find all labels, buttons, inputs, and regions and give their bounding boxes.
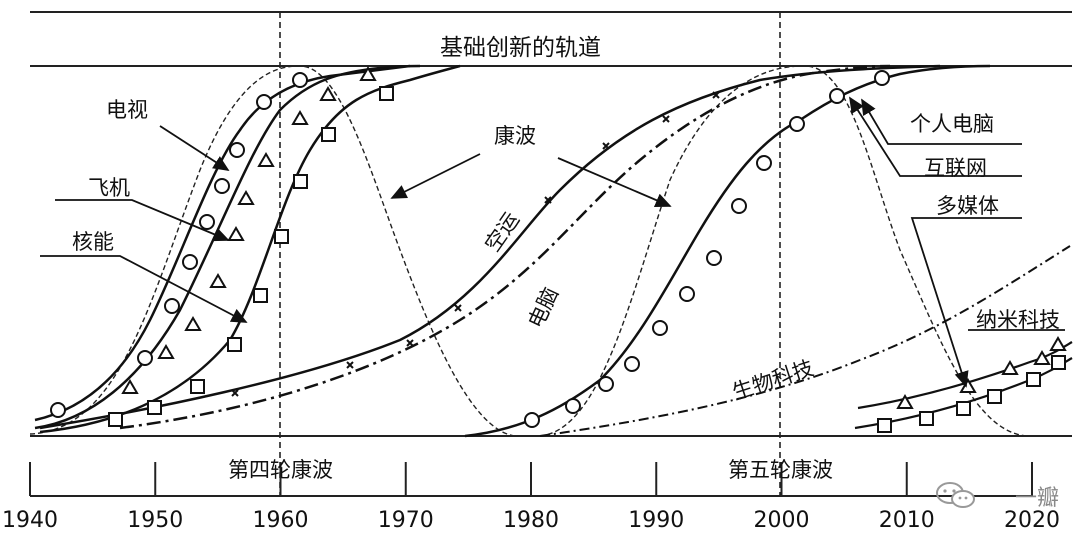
air-transport-curve (39, 64, 941, 430)
tv-label: 电视 (106, 98, 148, 122)
airplane-curve (34, 64, 421, 430)
nuclear-curve (39, 64, 461, 434)
year-label-2010: 2010 (878, 508, 935, 533)
multimedia-label: 多媒体 (936, 194, 999, 218)
fourth-wave-label: 第四轮康波 (228, 458, 333, 482)
year-label-1990: 1990 (628, 508, 685, 533)
tv-callout (159, 125, 230, 171)
biotech-curve (539, 245, 1071, 437)
callout-arrows (40, 96, 1065, 388)
fifth-wave-label: 第五轮康波 (728, 458, 833, 482)
kondratiev-wave-4 (29, 65, 516, 437)
year-label-1950: 1950 (127, 508, 184, 533)
nanotech-square-markers (877, 355, 1066, 433)
year-label-2000: 2000 (753, 508, 810, 533)
internet-callout (849, 96, 1022, 177)
year-label-1980: 1980 (503, 508, 559, 533)
nuclear-markers (108, 86, 394, 427)
airplane-callout (55, 199, 230, 242)
year-label-1970: 1970 (377, 508, 434, 533)
watermark: 一瓣 (935, 478, 1075, 512)
multimedia-callout (910, 217, 1022, 388)
internet-label: 互联网 (924, 156, 987, 180)
watermark-text: 一瓣 (1015, 486, 1060, 511)
pc-internet-curve (464, 64, 991, 438)
airplane-label: 飞机 (88, 176, 130, 200)
nuclear-callout (40, 255, 248, 323)
kondratiev-callout-right (557, 157, 672, 207)
diagram-title: 基础创新的轨道 (440, 35, 601, 61)
nanotech-label: 纳米科技 (976, 308, 1060, 332)
air-transport-markers (231, 91, 720, 397)
airplane-markers (121, 66, 377, 394)
tv-markers (50, 72, 308, 418)
kondratiev-wave-5 (539, 65, 1031, 437)
pc-callout (861, 98, 1022, 145)
timeline-ticks (29, 462, 1033, 496)
personal-computer-label: 个人电脑 (910, 112, 994, 136)
pc-internet-markers (524, 70, 890, 428)
year-label-1960: 1960 (252, 508, 309, 533)
computer-curve (119, 64, 891, 430)
year-label-2020: 2020 (1004, 508, 1060, 533)
wechat-icon (936, 482, 975, 508)
year-label-1940: 1940 (2, 508, 58, 533)
kondratiev-wave-label: 康波 (494, 124, 536, 148)
nuclear-label: 核能 (72, 230, 114, 254)
kondratiev-callout-left (390, 153, 481, 199)
